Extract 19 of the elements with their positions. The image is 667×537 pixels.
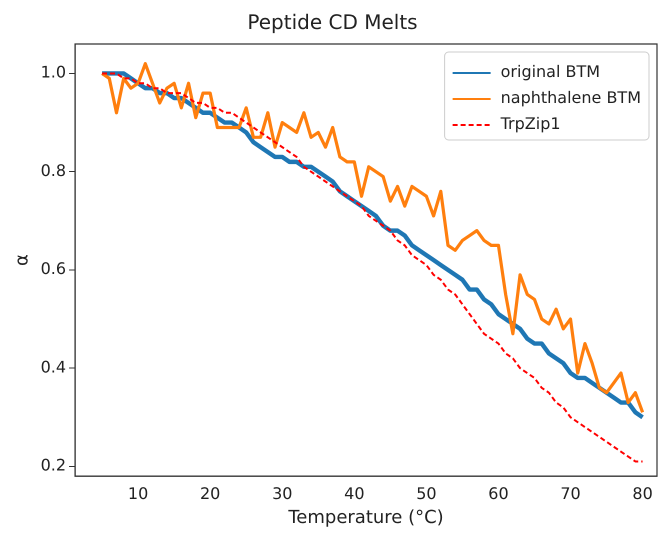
x-tick-label: 50	[416, 484, 437, 503]
y-tick-label: 1.0	[40, 62, 66, 82]
legend-label: naphthalene BTM	[500, 88, 641, 108]
x-tick-label: 60	[488, 484, 509, 503]
y-tick-label: 0.6	[40, 259, 66, 278]
x-axis-title: Temperature (°C)	[287, 506, 444, 528]
y-tick-label: 0.2	[40, 456, 66, 475]
legend-label: original BTM	[500, 62, 600, 82]
x-tick-label: 30	[272, 484, 292, 503]
y-tick-label: 0.4	[40, 357, 66, 376]
x-tick-label: 40	[344, 484, 364, 503]
x-tick-label: 10	[128, 484, 148, 503]
chart-title: Peptide CD Melts	[247, 10, 418, 34]
y-axis-title: α	[11, 254, 32, 266]
x-tick-label: 70	[560, 484, 581, 503]
y-tick-label: 0.8	[40, 160, 66, 180]
legend-label: TrpZip1	[500, 114, 561, 134]
x-tick-label: 80	[632, 484, 653, 503]
x-tick-label: 20	[200, 484, 220, 503]
